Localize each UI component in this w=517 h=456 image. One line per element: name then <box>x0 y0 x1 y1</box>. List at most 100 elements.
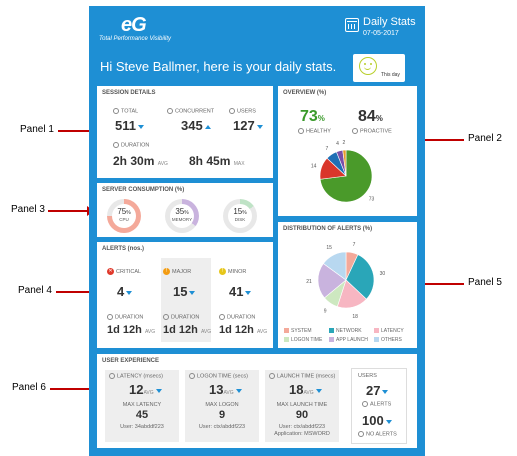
legend-swatch <box>284 337 289 343</box>
ux-metric-value: 12AVG <box>129 382 162 397</box>
clock-icon <box>219 314 225 320</box>
ux-max-value: 90 <box>295 409 309 421</box>
trend-down-icon <box>137 124 144 129</box>
donut-label: CPU <box>119 217 129 222</box>
total-label: TOTAL <box>113 108 138 114</box>
donut-label: MEMORY <box>171 217 193 222</box>
ux-users-label: USERS <box>358 373 377 379</box>
donut-value: 75% <box>117 207 131 216</box>
pie-slice-label: 73 <box>369 196 375 202</box>
server-donut: 35% MEMORY <box>165 199 199 233</box>
loop-icon <box>113 108 119 114</box>
ux-metric-label: LATENCY (msecs) <box>109 373 163 379</box>
trend-up-icon <box>204 124 211 129</box>
annotation-panel-3: Panel 3 <box>11 204 45 215</box>
ux-users-value: 27 <box>366 383 389 398</box>
server-donut: 75% CPU <box>107 199 141 233</box>
alert-count: 4 <box>117 284 133 299</box>
ux-max-value: 9 <box>218 409 226 421</box>
ux-max-label: MAX LATENCY <box>122 402 162 408</box>
donut-hole <box>112 204 136 228</box>
trend-down-icon <box>256 124 263 129</box>
trend-down-icon <box>245 290 252 295</box>
users-summary: USERS 27 ALERTS 100 NO ALERTS <box>351 368 407 444</box>
no-alerts-label: NO ALERTS <box>358 431 397 437</box>
distribution-pie-chart: 7 30 18 9 21 15 <box>306 242 385 320</box>
bell-icon <box>352 128 358 134</box>
donut-label: DISK <box>234 217 246 222</box>
duration-label: DURATION <box>113 142 149 148</box>
max-duration: 8h 45m MAX <box>189 154 245 168</box>
ux-metric-label: LAUNCH TIME (msecs) <box>269 373 335 379</box>
server-consumption-card: SERVER CONSUMPTION (%) 75% CPU 35% MEMORY 15… <box>97 183 273 237</box>
legend-swatch <box>284 328 289 334</box>
annotation-panel-5: Panel 5 <box>468 277 502 288</box>
legend-item: LOGON TIME <box>284 337 322 343</box>
pie-slice-label: 2 <box>342 140 345 146</box>
metric-icon <box>269 373 275 379</box>
alert-column-minor: ! MINOR 41 DURATION 1d 12h AVG <box>217 258 267 342</box>
ux-alerts-label: ALERTS <box>362 401 391 407</box>
report-date: 07-05-2017 <box>363 30 399 37</box>
legend-swatch <box>374 337 379 343</box>
bell-icon <box>362 401 368 407</box>
smiley-icon <box>359 57 377 75</box>
ux-metric-value: 18AVG <box>289 382 322 397</box>
daily-stats-dashboard: eG Total Performance Visibility Daily St… <box>89 6 425 456</box>
ux-application: Application: MSWORD <box>274 431 330 437</box>
alert-duration-label: DURATION <box>163 314 199 320</box>
trend-down-icon <box>385 419 392 424</box>
proactive-value: 84% <box>358 108 383 125</box>
users-value: 127 <box>233 118 263 133</box>
trend-down-icon <box>126 290 133 295</box>
pie-slice-label: 7 <box>325 146 328 152</box>
legend-swatch <box>374 328 379 334</box>
ux-column: LATENCY (msecs) 12AVG MAX LATENCY 45 User: 3… <box>105 370 179 442</box>
annotation-arrow-6 <box>50 384 100 394</box>
mood-label: This day <box>381 72 400 78</box>
pie-slice-label: 21 <box>306 279 312 285</box>
alert-label: ! MAJOR <box>163 268 191 275</box>
no-alerts-icon <box>358 431 364 437</box>
server-consumption-title: SERVER CONSUMPTION (%) <box>102 187 185 193</box>
greeting-text: Hi Steve Ballmer, here is your daily sta… <box>100 59 337 74</box>
no-alert-value: 100 <box>362 413 392 428</box>
legend-item: OTHERS <box>374 337 402 343</box>
pie-slice <box>345 254 375 300</box>
ux-max-value: 45 <box>135 409 149 421</box>
overview-pie-chart: 73 14 7 4 2 <box>311 140 375 202</box>
legend-item: SYSTEM <box>284 328 312 334</box>
pie-slice-label: 7 <box>353 242 356 248</box>
overview-title: OVERVIEW (%) <box>283 90 327 96</box>
alert-duration-label: DURATION <box>219 314 255 320</box>
severity-icon: ! <box>219 268 226 275</box>
legend-swatch <box>329 337 334 343</box>
trend-down-icon <box>189 290 196 295</box>
user-experience-title: USER EXPERIENCE <box>102 358 160 364</box>
ux-column: LOGON TIME (secs) 13AVG MAX LOGON 9 User: ct… <box>185 370 259 442</box>
alert-column-major: ! MAJOR 15 DURATION 1d 12h AVG <box>161 258 211 342</box>
legend-item: LATENCY <box>374 328 404 334</box>
legend-item: NETWORK <box>329 328 362 334</box>
severity-icon: ✕ <box>107 268 114 275</box>
server-donut: 15% DISK <box>223 199 257 233</box>
clock-icon <box>113 142 119 148</box>
ux-metric-value: 13AVG <box>209 382 242 397</box>
concurrent-value: 345 <box>181 118 211 133</box>
alert-duration-value: 1d 12h AVG <box>107 324 156 336</box>
alert-duration-value: 1d 12h AVG <box>219 324 268 336</box>
annotation-arrow-2 <box>418 135 464 145</box>
concurrent-icon <box>167 108 173 114</box>
pie-slice-label: 4 <box>336 141 339 147</box>
alert-column-critical: ✕ CRITICAL 4 DURATION 1d 12h AVG <box>105 258 155 342</box>
donut-value: 35% <box>175 207 189 216</box>
logo-mark: eG <box>121 14 147 36</box>
trend-down-icon <box>315 388 322 393</box>
ux-max-label: MAX LAUNCH TIME <box>276 402 328 408</box>
ux-user: User: ctx/abddf223 <box>278 424 326 430</box>
trend-down-icon <box>382 389 389 394</box>
alert-duration-value: 1d 12h AVG <box>163 324 212 336</box>
session-details-title: SESSION DETAILS <box>102 90 156 96</box>
overview-card: OVERVIEW (%) 73% HEALTHY 84% PROACTIVE 7… <box>278 86 417 216</box>
user-experience-card: USER EXPERIENCE LATENCY (msecs) 12AVG MAX … <box>97 354 417 448</box>
